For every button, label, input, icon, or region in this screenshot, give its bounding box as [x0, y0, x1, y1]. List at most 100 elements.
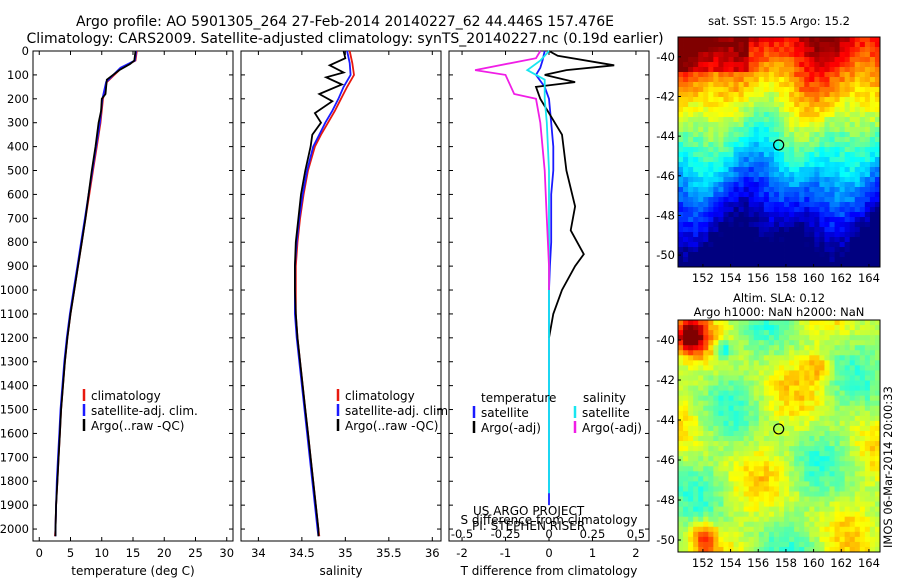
map-cell [809, 526, 815, 533]
map-cell [773, 182, 780, 188]
map-cell [819, 400, 825, 407]
map-cell [789, 451, 795, 457]
map-cell [829, 137, 835, 143]
map-cell [768, 262, 775, 268]
map-cell [859, 375, 866, 381]
map-cell [784, 42, 790, 48]
map-cell [874, 541, 881, 548]
map-cell [713, 496, 719, 502]
map-cell [723, 242, 729, 248]
map-cell [844, 117, 851, 123]
map-cell [784, 330, 790, 336]
map-cell [683, 501, 689, 508]
map-cell [839, 37, 846, 43]
map-cell [799, 112, 805, 118]
map-cell [799, 162, 805, 168]
map-cell [763, 162, 770, 168]
map-cell [844, 82, 851, 88]
map-cell [794, 147, 800, 153]
map-cell [718, 127, 724, 133]
map-cell [753, 237, 760, 243]
map-cell [753, 147, 760, 153]
map-cell [824, 320, 830, 326]
map-cell [804, 232, 810, 238]
map-cell [819, 242, 825, 248]
map-cell [829, 152, 835, 158]
map-cell [728, 476, 734, 482]
map-cell [799, 471, 805, 477]
map-cell [784, 152, 790, 158]
map-cell [809, 127, 815, 133]
map-cell [824, 232, 830, 238]
map-cell [814, 207, 820, 213]
map-cell [733, 227, 739, 233]
map-cell [678, 127, 684, 133]
map-cell [703, 340, 709, 346]
map-cell [713, 172, 719, 178]
map-cell [869, 370, 876, 376]
map-cell [869, 511, 876, 518]
map-cell [799, 202, 805, 208]
map-cell [678, 162, 684, 168]
map-cell [804, 320, 810, 326]
map-cell [738, 451, 745, 457]
map-cell [819, 456, 825, 462]
map-cell [804, 107, 810, 113]
map-cell [874, 516, 881, 523]
map-cell [809, 516, 815, 523]
map-cell [743, 62, 750, 68]
map-cell [723, 320, 729, 326]
map-cell [819, 345, 825, 351]
map-cell [708, 506, 714, 513]
map-cell [874, 77, 881, 83]
map-cell [723, 340, 729, 346]
map-cell [748, 496, 755, 502]
map-cell [748, 42, 755, 48]
map-cell [688, 102, 694, 108]
map-cell [763, 242, 770, 248]
map-cell [748, 521, 755, 528]
map-cell [864, 157, 871, 163]
map-cell [794, 430, 800, 437]
map-cell [708, 37, 714, 43]
map-cell [829, 157, 835, 163]
map-cell [703, 335, 709, 341]
map-cell [698, 430, 704, 437]
map-cell [824, 491, 830, 497]
map-cell [743, 385, 750, 392]
map-cell [819, 197, 825, 203]
map-cell [733, 167, 739, 173]
map-cell [718, 137, 724, 143]
map-cell [784, 92, 790, 98]
map-cell [713, 420, 719, 427]
map-cell [789, 526, 795, 533]
map-cell [809, 167, 815, 173]
map-cell [763, 461, 770, 467]
map-cell [678, 425, 684, 432]
map-cell [874, 167, 881, 173]
map-cell [859, 340, 866, 346]
map-cell [859, 47, 866, 53]
map-cell [698, 147, 704, 153]
map-cell [849, 262, 856, 268]
map-cell [784, 212, 790, 218]
map-cell [839, 350, 846, 356]
map-cell [768, 107, 775, 113]
map-cell [753, 486, 760, 492]
map-cell [814, 92, 820, 98]
map-cell [753, 117, 760, 123]
legend-entry: Argo(..raw -QC) [345, 419, 438, 433]
map-cell [748, 157, 755, 163]
map-cell [688, 365, 694, 371]
map-cell [814, 546, 820, 553]
map-cell [753, 456, 760, 462]
map-cell [839, 227, 846, 233]
map-cell [758, 102, 765, 108]
map-cell [773, 237, 780, 243]
map-cell [789, 456, 795, 462]
map-cell [794, 207, 800, 213]
map-cell [688, 242, 694, 248]
map-cell [799, 496, 805, 502]
map-cell [794, 360, 800, 366]
map-cell [768, 52, 775, 58]
